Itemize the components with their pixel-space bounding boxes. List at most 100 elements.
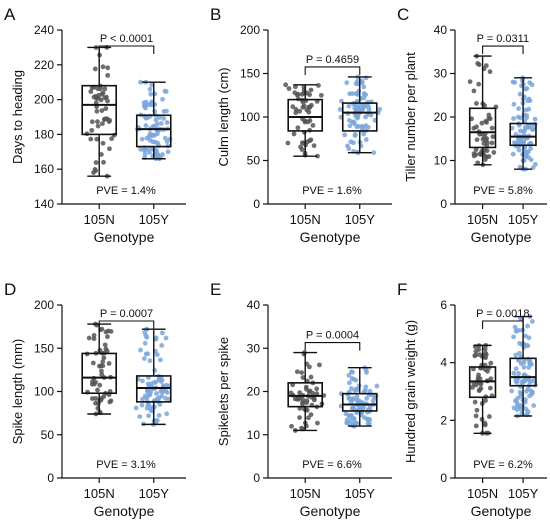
data-point <box>517 402 523 408</box>
data-point <box>150 124 156 130</box>
data-point <box>348 139 354 145</box>
data-point <box>143 333 149 339</box>
data-point <box>511 334 516 340</box>
data-point <box>470 385 475 390</box>
data-point <box>159 393 165 399</box>
panel-letter: F <box>397 280 407 299</box>
y-tick-label: 200 <box>240 23 260 37</box>
y-axis-label: Spike length (mm) <box>10 339 25 444</box>
data-point <box>96 92 102 98</box>
y-axis-label: Hundred grain weight (g) <box>403 320 418 463</box>
data-point <box>521 364 527 370</box>
data-point <box>153 117 159 123</box>
data-point <box>486 116 492 121</box>
data-point <box>99 368 104 374</box>
data-point <box>521 129 526 135</box>
box-iqr <box>509 122 537 147</box>
data-point <box>143 123 149 128</box>
data-point <box>138 146 143 152</box>
data-point <box>152 108 158 114</box>
data-point <box>90 360 96 366</box>
panel-letter: A <box>4 5 16 24</box>
data-point <box>101 159 106 165</box>
data-point <box>308 412 314 418</box>
x-tick-label: 105Y <box>345 212 376 227</box>
data-point <box>486 414 492 419</box>
data-point <box>473 413 479 419</box>
data-point <box>516 327 522 333</box>
data-point <box>513 366 519 372</box>
data-point <box>93 395 99 401</box>
pve-label: PVE = 3.1% <box>96 459 156 471</box>
data-point <box>528 379 533 385</box>
x-tick-label: 105N <box>290 486 321 501</box>
data-point <box>95 119 100 125</box>
data-point <box>164 411 170 417</box>
data-point <box>349 386 354 391</box>
x-axis-label: Genotype <box>471 503 532 519</box>
data-point <box>521 372 527 378</box>
data-point <box>146 134 152 139</box>
y-tick-label: 0 <box>47 471 54 485</box>
data-point <box>138 79 143 85</box>
data-point <box>345 420 351 426</box>
data-point <box>521 359 527 365</box>
data-point <box>306 415 311 421</box>
data-point <box>300 99 306 105</box>
x-tick-label: 105Y <box>508 212 539 227</box>
data-point <box>485 368 490 374</box>
y-tick-label: 2 <box>440 413 447 427</box>
y-tick-label: 6 <box>440 298 447 312</box>
data-point <box>474 124 479 130</box>
panel-b: B 0 50 100 150 200 Culm length (cm) 105N 105Y Gen… <box>210 5 392 245</box>
y-tick-label: 0 <box>253 197 260 211</box>
data-point <box>529 319 535 324</box>
data-point <box>486 112 492 118</box>
data-point <box>526 335 532 341</box>
data-point <box>289 423 294 429</box>
data-point <box>377 106 383 112</box>
data-point <box>345 143 350 149</box>
data-point <box>93 160 99 165</box>
data-point <box>344 80 350 86</box>
x-tick-label: 105Y <box>345 486 376 501</box>
data-point <box>514 407 520 413</box>
data-point <box>141 356 147 361</box>
data-point <box>311 143 317 149</box>
y-tick-label: 200 <box>34 93 54 107</box>
data-point <box>288 390 294 396</box>
panel-letter: B <box>210 5 221 24</box>
data-point <box>166 396 171 402</box>
data-point <box>356 124 362 129</box>
y-tick-label: 30 <box>434 67 448 81</box>
data-point <box>100 140 106 146</box>
data-point <box>359 123 365 129</box>
data-point <box>482 422 488 428</box>
data-point <box>155 152 161 157</box>
data-point <box>100 64 106 70</box>
data-point <box>140 396 145 402</box>
data-point <box>527 80 533 86</box>
x-axis-label: Genotype <box>300 503 361 519</box>
data-point <box>107 399 113 405</box>
data-point <box>144 395 150 401</box>
data-point <box>516 371 521 376</box>
data-point <box>160 96 165 102</box>
p-value-label: P = 0.0007 <box>100 308 153 320</box>
box-iqr <box>468 107 497 149</box>
data-point <box>517 350 522 356</box>
y-tick-label: 50 <box>247 154 261 168</box>
data-point <box>294 369 300 375</box>
data-point <box>476 347 482 352</box>
data-point <box>143 99 149 105</box>
y-axis-label: Tiller number per plant <box>403 52 418 182</box>
data-point <box>307 364 312 370</box>
data-point <box>294 92 300 98</box>
y-tick-label: 50 <box>41 428 55 442</box>
data-point <box>297 415 302 420</box>
panel-f: F 0 2 4 6 Hundred grain weight (g) 105N 105Y Gen… <box>397 280 547 519</box>
data-point <box>511 101 517 107</box>
data-point <box>142 151 148 157</box>
data-point <box>525 323 531 329</box>
data-point <box>530 389 535 395</box>
